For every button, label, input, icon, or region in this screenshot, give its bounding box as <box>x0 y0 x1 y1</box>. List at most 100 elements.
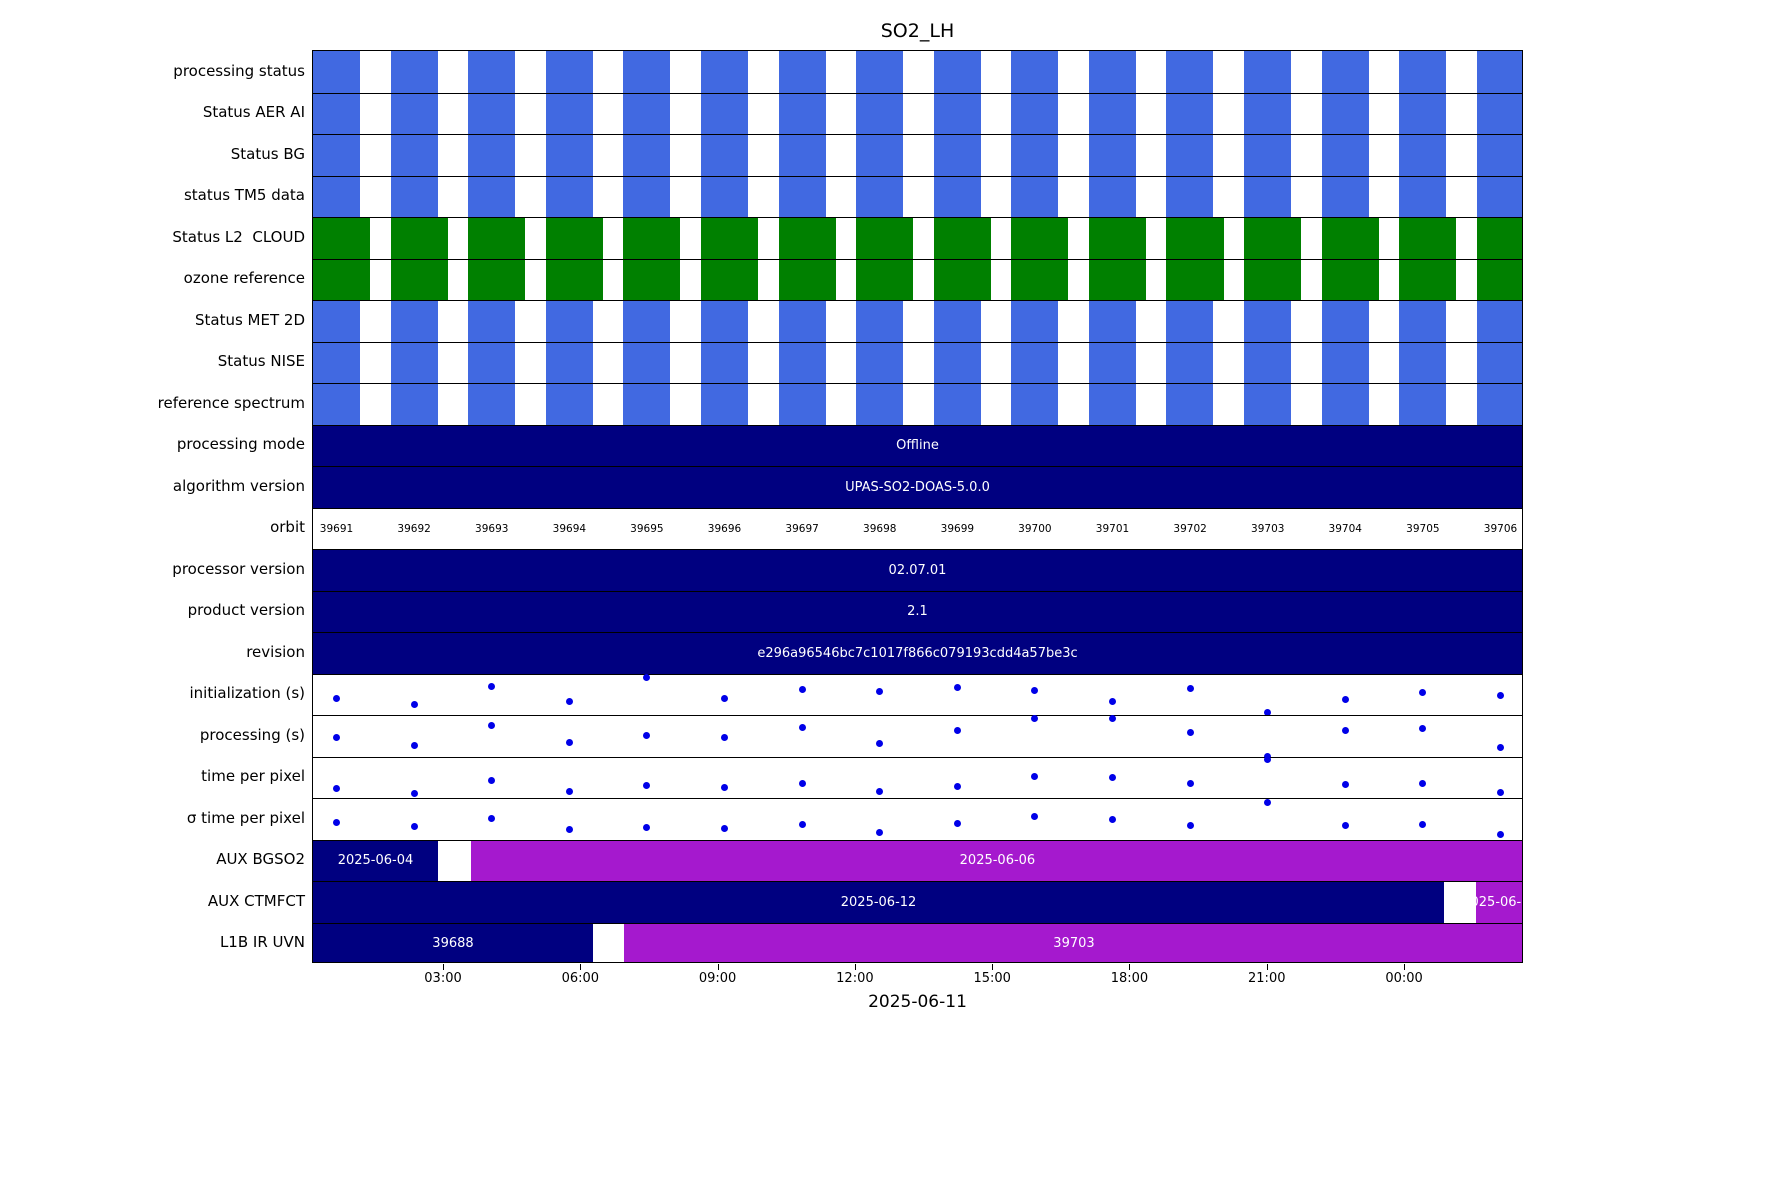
data-point <box>876 688 884 695</box>
green-status-block <box>545 218 603 259</box>
chart-title: SO2_LH <box>880 20 955 42</box>
blue-status-block <box>468 384 516 425</box>
orbit-number: 39695 <box>630 522 664 535</box>
blue-status-block <box>1399 384 1447 425</box>
row-label-algorithm-version: algorithm version <box>172 476 305 495</box>
blue-status-block <box>390 176 438 217</box>
blue-status-block <box>1476 51 1522 93</box>
green-status-block <box>856 218 914 259</box>
data-point <box>1264 709 1272 717</box>
data-point <box>720 734 728 742</box>
blue-status-block <box>1166 176 1214 217</box>
row-status-aer-ai <box>313 92 1522 134</box>
blue-status-block <box>468 301 516 342</box>
segment-2025-06-12: 2025-06-12 <box>313 882 1445 923</box>
row-label-time-per-pixel: time per pixel <box>201 767 305 786</box>
data-point <box>565 738 573 746</box>
blue-status-block <box>1476 342 1522 383</box>
blue-status-block <box>856 342 904 383</box>
row-label-product-version: product version <box>187 601 305 620</box>
blue-status-block <box>933 135 981 176</box>
x-axis-label: 2025-06-11 <box>868 992 967 1012</box>
green-status-block <box>1476 218 1522 259</box>
blue-status-block <box>1011 384 1059 425</box>
blue-status-block <box>700 301 748 342</box>
blue-status-block <box>700 176 748 217</box>
x-tick <box>1266 964 1268 970</box>
data-point <box>488 721 496 729</box>
data-point <box>1419 780 1427 788</box>
row-status-nise <box>313 341 1522 383</box>
x-tick <box>443 964 445 970</box>
row-processing-s <box>313 715 1522 761</box>
blue-status-block <box>778 93 826 134</box>
data-point <box>798 685 806 693</box>
blue-status-block <box>1166 51 1214 93</box>
orbit-number: 39703 <box>1251 522 1285 535</box>
data-point <box>798 723 806 731</box>
blue-status-block <box>856 301 904 342</box>
row-aux-ctmfct: 2025-06-12 2025-06-13 <box>313 881 1522 923</box>
green-status-block <box>933 259 991 300</box>
data-point <box>1031 687 1039 695</box>
blue-status-block <box>1399 51 1447 93</box>
blue-status-block <box>1321 51 1369 93</box>
data-point <box>410 741 418 749</box>
orbit-number: 39699 <box>940 522 975 535</box>
row-label-reference-spectrum: reference spectrum <box>157 393 305 412</box>
blue-status-block <box>1166 342 1214 383</box>
data-point <box>332 733 340 741</box>
blue-status-block <box>468 93 516 134</box>
green-status-block <box>468 259 526 300</box>
blue-status-block <box>1011 93 1059 134</box>
green-status-block <box>1399 259 1457 300</box>
row-l1b-ir-uvn: 39688 39703 <box>313 922 1522 962</box>
orbit-number: 39702 <box>1173 522 1207 535</box>
data-point <box>1419 820 1427 828</box>
blue-status-block <box>468 135 516 176</box>
blue-status-block <box>545 93 593 134</box>
algorithm-version-value: UPAS-SO2-DOAS-5.0.0 <box>845 479 990 495</box>
x-tick-label: 03:00 <box>424 971 462 986</box>
blue-status-block <box>390 93 438 134</box>
blue-status-block <box>390 301 438 342</box>
blue-status-block <box>313 93 360 134</box>
data-point <box>1497 831 1504 839</box>
blue-status-block <box>1399 135 1447 176</box>
green-status-block <box>1244 218 1302 259</box>
blue-status-block <box>1088 135 1136 176</box>
blue-status-block <box>1088 301 1136 342</box>
blue-status-block <box>778 301 826 342</box>
row-initialization-s <box>313 673 1522 717</box>
blue-status-block <box>856 384 904 425</box>
blue-status-block <box>1088 384 1136 425</box>
data-point <box>953 726 961 734</box>
row-ozone-reference <box>313 258 1522 300</box>
blue-status-block <box>1399 176 1447 217</box>
row-label-status-met-2d: Status MET 2D <box>194 310 305 329</box>
blue-status-block <box>313 135 360 176</box>
blue-status-block <box>1399 93 1447 134</box>
plot-area: Offline UPAS-SO2-DOAS-5.0.0 39691 39692 3969… <box>312 50 1523 963</box>
data-point <box>410 700 418 708</box>
row-label-orbit: orbit <box>270 518 305 537</box>
blue-status-block <box>933 51 981 93</box>
x-tick <box>854 964 856 970</box>
green-status-block <box>468 218 526 259</box>
data-point <box>1109 773 1116 781</box>
x-tick <box>1129 964 1131 970</box>
row-label-processing-status: processing status <box>173 61 305 80</box>
blue-status-block <box>1088 342 1136 383</box>
blue-status-block <box>933 93 981 134</box>
data-point <box>565 788 573 796</box>
revision-value: e296a96546bc7c1017f866c079193cdd4a57be3c <box>757 645 1078 661</box>
data-point <box>1031 773 1039 781</box>
x-tick <box>580 964 582 970</box>
blue-status-block <box>778 384 826 425</box>
data-point <box>1264 798 1272 806</box>
green-status-block <box>1244 259 1302 300</box>
blue-status-block <box>700 93 748 134</box>
data-point <box>1109 697 1116 705</box>
blue-status-block <box>1321 301 1369 342</box>
